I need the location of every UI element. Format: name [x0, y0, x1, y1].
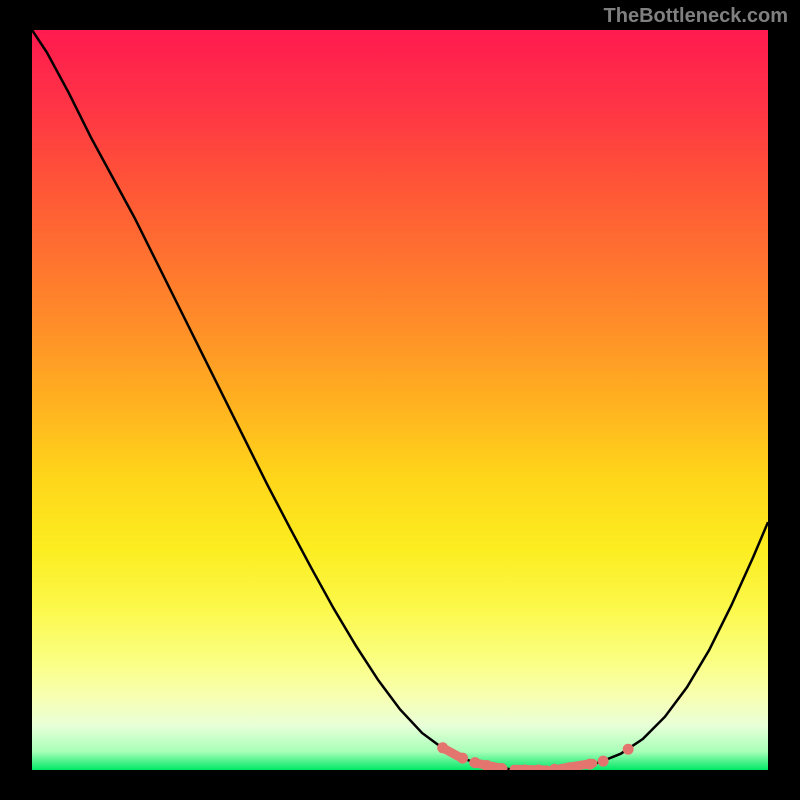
chart-svg [32, 30, 768, 770]
marker-dot [437, 742, 448, 753]
plot-area [32, 30, 768, 770]
marker-dot [584, 759, 595, 770]
gradient-background [32, 30, 768, 770]
marker-dot [598, 756, 609, 767]
watermark-text: TheBottleneck.com [604, 5, 788, 28]
marker-dot [470, 757, 481, 768]
marker-dot [457, 753, 468, 764]
marker-dot [623, 744, 634, 755]
